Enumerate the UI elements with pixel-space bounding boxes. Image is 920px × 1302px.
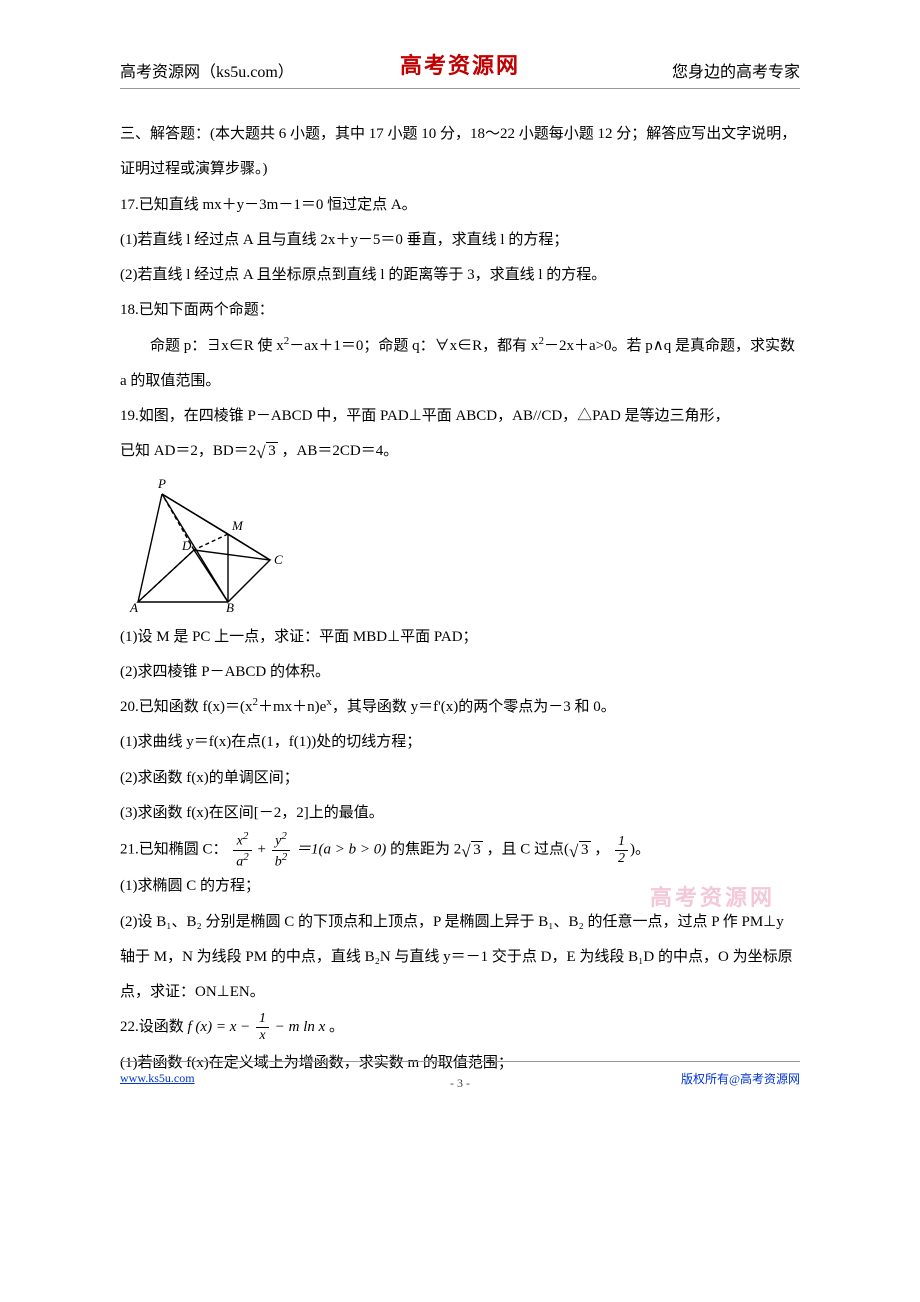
q20-a: 20.已知函数 f(x)＝(x bbox=[120, 699, 252, 715]
q19-l2a: 已知 AD＝2，BD＝2 bbox=[120, 443, 256, 459]
q20-stem: 20.已知函数 f(x)＝(x2＋mx＋n)ex，其导函数 y＝f'(x)的两个… bbox=[120, 690, 800, 725]
q21-a: 21.已知椭圆 C： bbox=[120, 842, 228, 858]
footer-page-number: - 3 - bbox=[450, 1066, 470, 1091]
fn: 1 bbox=[256, 1012, 269, 1028]
header-center-logo: 高考资源网 bbox=[400, 48, 520, 80]
q19-line2: 已知 AD＝2，BD＝2 3 ，AB＝2CD＝4。 bbox=[120, 434, 800, 469]
f2d: b bbox=[275, 854, 282, 869]
q22-b: − m ln x bbox=[275, 1019, 326, 1035]
q18-b: －ax＋1＝0；命题 q：∀x∈R，都有 x bbox=[289, 338, 538, 354]
label-M: M bbox=[231, 518, 244, 533]
hn: 1 bbox=[615, 835, 628, 851]
label-D: D bbox=[181, 538, 192, 553]
q17-part2: (2)若直线 l 经过点 A 且坐标原点到直线 l 的距离等于 3，求直线 l … bbox=[120, 258, 800, 293]
header-left: 高考资源网（ks5u.com） bbox=[120, 58, 294, 82]
frac-1x: 1 x bbox=[256, 1012, 269, 1043]
q17-stem: 17.已知直线 mx＋y－3m－1＝0 恒过定点 A。 bbox=[120, 188, 800, 223]
frac-y2b2: y2 b2 bbox=[272, 831, 291, 869]
hd: 2 bbox=[615, 851, 628, 866]
q21-e: )。 bbox=[630, 842, 650, 858]
q22-a: 22.设函数 bbox=[120, 1019, 188, 1035]
q17-p2-text: (2)若直线 l 经过点 A 且坐标原点到直线 l 的距离等于 3，求直线 l … bbox=[120, 267, 606, 283]
q19-l2b: ，AB＝2CD＝4。 bbox=[278, 443, 398, 459]
frac-half: 1 2 bbox=[615, 835, 628, 866]
content-body: 三、解答题：(本大题共 6 小题，其中 17 小题 10 分，18～22 小题每… bbox=[120, 117, 800, 1081]
q21-d: ， bbox=[591, 842, 610, 858]
fd: x bbox=[256, 1028, 269, 1043]
q17-p1-text: (1)若直线 l 经过点 A 且与直线 2x＋y－5＝0 垂直，求直线 l 的方… bbox=[120, 232, 568, 248]
q20-part1: (1)求曲线 y＝f(x)在点(1，f(1))处的切线方程； bbox=[120, 725, 800, 760]
q19-stem: 19.如图，在四棱锥 P－ABCD 中，平面 PAD⊥平面 ABCD，AB//C… bbox=[120, 399, 800, 434]
q17-part1: (1)若直线 l 经过点 A 且与直线 2x＋y－5＝0 垂直，求直线 l 的方… bbox=[120, 223, 800, 258]
q19-part2: (2)求四棱锥 P－ABCD 的体积。 bbox=[120, 655, 800, 690]
label-P: P bbox=[157, 476, 166, 491]
q19-part1: (1)设 M 是 PC 上一点，求证：平面 MBD⊥平面 PAD； bbox=[120, 620, 800, 655]
footer-right-link[interactable]: 版权所有@高考资源网 bbox=[681, 1070, 800, 1087]
sqrt-icon-2: 3 bbox=[461, 833, 483, 868]
q21-b: 的焦距为 2 bbox=[390, 842, 461, 858]
header-right: 您身边的高考专家 bbox=[672, 58, 800, 82]
footer-left-link[interactable]: www.ks5u.com bbox=[120, 1071, 195, 1086]
q18-stem: 18.已知下面两个命题： bbox=[120, 293, 800, 328]
q20-part3: (3)求函数 f(x)在区间[－2，2]上的最值。 bbox=[120, 796, 800, 831]
sqrt3c: 3 bbox=[579, 841, 591, 858]
sqrt-icon: 3 bbox=[256, 434, 278, 469]
q18-body: 命题 p：∃x∈R 使 x2－ax＋1＝0；命题 q：∀x∈R，都有 x2－2x… bbox=[120, 329, 800, 400]
geometry-figure: P M D C A B bbox=[120, 474, 800, 614]
page-header: 高考资源网（ks5u.com） 高考资源网 您身边的高考专家 bbox=[120, 58, 800, 89]
q22-c: 。 bbox=[325, 1019, 344, 1035]
sqrt3: 3 bbox=[266, 442, 278, 459]
q20-part2: (2)求函数 f(x)的单调区间； bbox=[120, 761, 800, 796]
label-A: A bbox=[129, 600, 138, 614]
sqrt-icon-3: 3 bbox=[569, 833, 591, 868]
q22-fx: f (x) = x − bbox=[188, 1019, 251, 1035]
page-footer: www.ks5u.com - 3 - 版权所有@高考资源网 bbox=[120, 1061, 800, 1087]
label-B: B bbox=[226, 600, 234, 614]
sqrt3b: 3 bbox=[471, 841, 483, 858]
q20-b: ＋mx＋n)e bbox=[258, 699, 326, 715]
q21-c: ，且 C 过点( bbox=[483, 842, 569, 858]
pyramid-svg: P M D C A B bbox=[120, 474, 290, 614]
label-C: C bbox=[274, 552, 283, 567]
q21-part2: (2)设 B₁、B₂ 分别是椭圆 C 的下顶点和上顶点，P 是椭圆上异于 B₁、… bbox=[120, 905, 800, 1011]
q20-c: ，其导函数 y＝f'(x)的两个零点为－3 和 0。 bbox=[332, 699, 616, 715]
q18-a: 命题 p：∃x∈R 使 x bbox=[150, 338, 284, 354]
section-title: 三、解答题：(本大题共 6 小题，其中 17 小题 10 分，18～22 小题每… bbox=[120, 117, 800, 188]
q21-eqmid: ＝1(a > b > 0) bbox=[296, 842, 386, 858]
page: 高考资源网（ks5u.com） 高考资源网 您身边的高考专家 三、解答题：(本大… bbox=[0, 0, 920, 1121]
frac-x2a2: x2 a2 bbox=[233, 831, 252, 869]
q22-stem: 22.设函数 f (x) = x − 1 x − m ln x 。 bbox=[120, 1010, 800, 1045]
q21-stem: 21.已知椭圆 C： x2 a2 + y2 b2 ＝1(a > b > 0) 的… bbox=[120, 831, 800, 869]
q21-part1: (1)求椭圆 C 的方程； bbox=[120, 869, 800, 904]
